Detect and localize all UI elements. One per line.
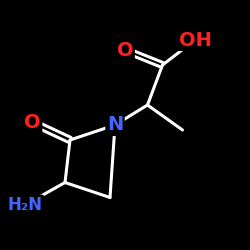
- Text: O: O: [117, 40, 133, 60]
- Text: OH: OH: [178, 30, 212, 50]
- Text: O: O: [24, 113, 41, 132]
- Text: H₂N: H₂N: [8, 196, 42, 214]
- Text: N: N: [107, 116, 123, 134]
